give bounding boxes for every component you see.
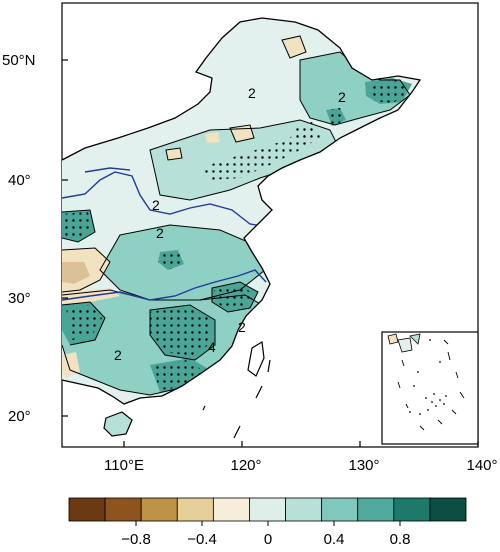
island-strokes (202, 359, 271, 439)
stipple-northeast (368, 80, 408, 104)
taiwan-island (247, 341, 265, 377)
contour-label: 2 (156, 225, 164, 241)
hainan-island (103, 411, 133, 437)
contour-label: 4 (208, 339, 216, 355)
colorbar-segment (357, 497, 395, 522)
river-upper (84, 167, 131, 173)
contour-label: 2 (114, 347, 122, 363)
lon-tick-label: 140° (466, 457, 497, 474)
south-china-sea-inset (381, 331, 479, 445)
tan-region-west-dark (62, 262, 90, 284)
colorbar-label: 0 (264, 531, 272, 548)
stipple-north-band (200, 128, 322, 180)
teal-region-northeast (300, 52, 410, 125)
colorbar-label: −0.4 (187, 531, 217, 548)
coastline (61, 17, 422, 405)
contour-label: 2 (338, 89, 346, 105)
colorbar-segment (285, 497, 323, 522)
colorbar-segment (68, 497, 106, 522)
lat-tick-label: 50°N (2, 52, 36, 69)
colorbar-segment (104, 497, 142, 522)
colorbar-segment (249, 497, 286, 522)
stipple-south-west (66, 305, 102, 340)
rivers (62, 167, 267, 301)
colorbar-ticks (135, 521, 401, 526)
contour-label: 2 (152, 197, 160, 213)
colorbar (68, 497, 467, 522)
contour-label: 2 (238, 319, 246, 335)
lon-tick-label: 120° (230, 457, 261, 474)
stipple-ne-small (326, 108, 346, 126)
colorbar-segment (321, 497, 359, 522)
colorbar-segment (212, 497, 250, 522)
stipple-ne-band (292, 122, 318, 142)
colorbar-segment (429, 497, 467, 522)
colorbar-segment (393, 497, 431, 522)
stipple-west (62, 212, 92, 240)
tan-region-small-2 (166, 148, 182, 160)
stipple-east (214, 284, 254, 310)
colorbar-segment (140, 497, 178, 522)
stipple-south-main (150, 306, 212, 356)
colorbar-label: 0.4 (324, 531, 345, 548)
axis-ticks (62, 59, 479, 447)
tan-region-small-1 (205, 132, 220, 143)
lat-tick-label: 40° (8, 172, 31, 189)
stipple-central (158, 250, 184, 270)
lon-tick-label: 130° (348, 457, 379, 474)
contour-label: 2 (248, 85, 256, 101)
lat-tick-label: 20° (8, 408, 31, 425)
yellow-river (62, 171, 263, 227)
yangtze-river (62, 269, 267, 301)
lat-tick-label: 30° (8, 290, 31, 307)
colorbar-label: −0.8 (121, 531, 151, 548)
colorbar-label: 0.8 (390, 531, 411, 548)
colorbar-segment (176, 497, 214, 522)
lon-tick-label: 110°E (104, 457, 144, 474)
